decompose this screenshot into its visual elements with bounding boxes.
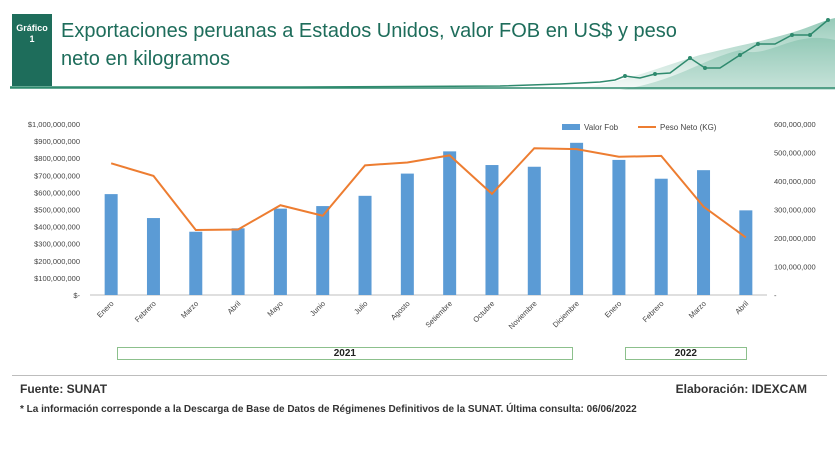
bar-valor-fob	[612, 159, 626, 295]
year-group-label: 2022	[624, 347, 747, 360]
decorative-trend-graphic	[10, 18, 835, 90]
bar-valor-fob	[527, 166, 541, 295]
left-axis-tick-label: $700,000,000	[34, 171, 80, 180]
left-axis-tick-label: $-	[73, 291, 80, 300]
bar-valor-fob	[104, 194, 118, 295]
elaboration-text: Elaboración: IDEXCAM	[675, 382, 807, 396]
right-axis-tick-label: 500,000,000	[774, 149, 816, 158]
right-axis-tick-label: 300,000,000	[774, 206, 816, 215]
right-axis-tick-label: 200,000,000	[774, 234, 816, 243]
category-tick-label: Agosto	[389, 299, 412, 322]
right-axis-tick-label: -	[774, 291, 777, 300]
year-group-label: 2021	[117, 347, 573, 360]
bar-valor-fob	[485, 165, 499, 295]
left-axis-tick-label: $100,000,000	[34, 274, 80, 283]
footer-divider	[12, 375, 827, 376]
chart-number-badge: Gráfico 1	[12, 14, 52, 86]
bar-valor-fob	[570, 142, 584, 295]
bar-valor-fob	[146, 218, 160, 295]
bar-valor-fob	[739, 210, 753, 295]
category-tick-label: Noviembre	[507, 299, 539, 331]
right-axis-tick-label: 400,000,000	[774, 177, 816, 186]
left-axis-tick-label: $1,000,000,000	[28, 120, 80, 129]
category-tick-label: Abril	[733, 299, 750, 316]
category-tick-label: Diciembre	[551, 299, 581, 329]
page-title: Exportaciones peruanas a Estados Unidos,…	[61, 20, 677, 70]
header: Gráfico 1 Exportaciones peruanas a Estad…	[0, 0, 835, 92]
category-tick-label: Abril	[226, 299, 243, 316]
category-tick-label: Marzo	[687, 299, 708, 320]
right-axis-tick-label: 600,000,000	[774, 120, 816, 129]
left-axis-tick-label: $200,000,000	[34, 257, 80, 266]
category-tick-label: Febrero	[641, 299, 666, 324]
category-tick-label: Octubre	[471, 299, 496, 324]
category-tick-label: Junio	[308, 299, 327, 318]
category-tick-label: Mayo	[265, 299, 284, 318]
bar-valor-fob	[273, 208, 287, 295]
bar-valor-fob	[231, 228, 245, 295]
bar-valor-fob	[697, 170, 711, 295]
left-axis-tick-label: $900,000,000	[34, 137, 80, 146]
left-axis-tick-label: $600,000,000	[34, 188, 80, 197]
combo-chart: $- $100,000,000 $200,000,000 $300,000,000 $4…	[28, 120, 816, 331]
bar-valor-fob	[316, 206, 330, 295]
left-axis-tick-label: $300,000,000	[34, 240, 80, 249]
left-axis-tick-label: $800,000,000	[34, 154, 80, 163]
bar-valor-fob	[443, 151, 457, 295]
category-tick-label: Setiembre	[424, 299, 455, 330]
left-axis-tick-label: $500,000,000	[34, 206, 80, 215]
category-tick-label: Enero	[95, 299, 116, 320]
category-tick-label: Enero	[603, 299, 624, 320]
legend-label-valor-fob: Valor Fob	[584, 123, 619, 132]
footnote: * La información corresponde a la Descar…	[20, 404, 637, 415]
category-tick-label: Marzo	[179, 299, 200, 320]
legend-swatch-valor-fob	[562, 124, 580, 130]
category-tick-label: Julio	[352, 299, 369, 316]
bar-valor-fob	[654, 178, 668, 295]
bar-valor-fob	[189, 231, 203, 295]
badge-label: Gráfico	[16, 23, 48, 33]
right-axis-tick-label: 100,000,000	[774, 263, 816, 272]
line-peso-neto	[110, 147, 747, 239]
bar-valor-fob	[358, 195, 372, 295]
source-text: Fuente: SUNAT	[20, 382, 108, 396]
bar-valor-fob	[400, 173, 414, 295]
badge-number: 1	[29, 34, 35, 44]
left-axis-tick-label: $400,000,000	[34, 223, 80, 232]
legend-label-peso-neto: Peso Neto (KG)	[660, 123, 717, 132]
category-tick-label: Febrero	[133, 299, 158, 324]
